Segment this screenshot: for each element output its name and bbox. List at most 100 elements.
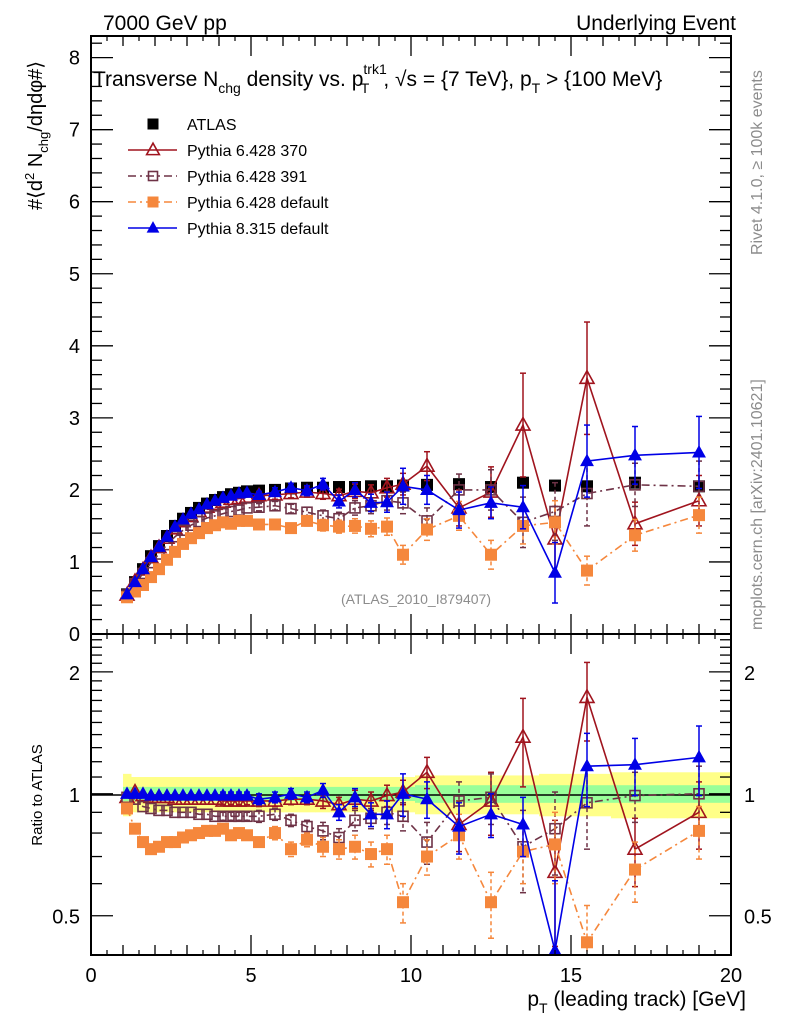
data-point: [420, 482, 434, 495]
data-point: [233, 810, 245, 823]
data-point: [332, 804, 346, 818]
data-point: [628, 757, 642, 770]
ratio-y-axis-label: Ratio to ATLAS: [29, 744, 46, 845]
data-point: [629, 529, 641, 542]
y-tick-label: 0: [69, 624, 80, 646]
data-point: [516, 817, 530, 830]
data-point: [301, 820, 313, 833]
ratio-y-tick-label: 1: [69, 785, 80, 807]
data-point: [177, 806, 189, 819]
data-point: [693, 509, 705, 522]
y-tick-label: 7: [69, 120, 80, 142]
data-point: [364, 495, 378, 508]
error-bar: [400, 882, 406, 924]
data-point: [349, 840, 361, 853]
error-bar: [520, 372, 526, 478]
data-point: [692, 444, 706, 458]
data-point: [120, 586, 134, 600]
main-y-tick-labels: 0 1 2 3 4 5 6 7 8: [69, 48, 80, 646]
error-bar: [228, 811, 234, 822]
data-point: [314, 484, 332, 500]
x-tick-label: 5: [245, 965, 256, 987]
data-point: [421, 850, 433, 863]
error-bar: [256, 809, 262, 824]
data-point: [169, 806, 181, 819]
data-point: [549, 516, 561, 529]
data-point: [580, 758, 594, 772]
data-point: [241, 502, 253, 514]
header-right: Underlying Event: [576, 12, 736, 35]
y-tick-label: 3: [69, 408, 80, 430]
series-pythia-8-315-default: [120, 415, 706, 604]
y-tick-label: 1: [69, 552, 80, 574]
data-point: [317, 840, 329, 853]
x-axis-label: pT (leading track) [GeV]: [527, 988, 746, 1016]
data-point: [240, 788, 254, 801]
data-point: [581, 564, 593, 577]
series-line: [126, 451, 700, 595]
data-point: [176, 512, 190, 525]
data-point: [629, 863, 641, 876]
legend-item: Pythia 6.428 default: [128, 195, 329, 212]
data-point: [269, 827, 281, 840]
data-point: [268, 484, 282, 498]
data-point: [241, 514, 253, 527]
data-point: [268, 789, 282, 803]
data-point: [253, 836, 265, 849]
series-pythia-6-428-default: [121, 496, 705, 604]
data-point: [333, 520, 345, 533]
x-tick-label: 10: [400, 965, 422, 987]
data-point: [225, 810, 237, 823]
legend-item: Pythia 8.315 default: [128, 221, 329, 238]
data-point: [285, 522, 297, 535]
data-point: [418, 763, 436, 779]
error-bar: [488, 871, 494, 939]
y-tick-label: 4: [69, 336, 80, 358]
x-tick-label: 20: [720, 965, 742, 987]
data-point: [192, 501, 206, 515]
legend-item: ATLAS: [147, 117, 237, 134]
data-point: [349, 814, 361, 827]
data-point: [300, 789, 314, 803]
data-point: [241, 810, 253, 823]
legend-marker: [145, 141, 161, 156]
data-point: [381, 843, 393, 856]
main-panel: 0 1 2 3 4 5 6 7 8 Transverse Nchg density vs. pt…: [22, 35, 732, 646]
y-tick-label: 5: [69, 264, 80, 286]
error-bar: [584, 321, 590, 436]
series-line: [126, 808, 700, 945]
legend-item: Pythia 6.428 370: [128, 141, 307, 160]
legend-label: ATLAS: [187, 117, 237, 134]
rivet-version-label: Rivet 4.1.0, ≥ 100k events: [749, 70, 766, 255]
data-point: [136, 786, 150, 799]
error-bar: [696, 496, 702, 534]
y-tick-label: 8: [69, 48, 80, 70]
data-point: [200, 496, 214, 510]
data-point: [185, 519, 197, 532]
data-point: [580, 453, 594, 467]
data-point: [152, 539, 166, 552]
data-point: [349, 502, 361, 514]
data-point: [269, 518, 281, 531]
data-point: [396, 786, 410, 799]
series-atlas: [121, 476, 705, 601]
series-pythia-6-428-default: [121, 802, 705, 956]
data-point: [516, 499, 530, 513]
error-bar: [220, 811, 226, 822]
data-point: [185, 806, 197, 819]
data-point: [285, 814, 297, 827]
data-point: [144, 549, 158, 562]
data-point: [365, 848, 377, 861]
error-bar: [352, 809, 358, 832]
data-point: [153, 563, 165, 576]
data-point: [485, 548, 497, 561]
legend-marker: [147, 196, 159, 208]
header-left: 7000 GeV pp: [103, 12, 227, 35]
ratio-y-tick-label-right: 0.5: [744, 907, 772, 929]
data-point: [452, 502, 466, 516]
data-point: [145, 802, 157, 815]
legend: ATLAS Pythia 6.428 370 Pythia 6.428 391 Pyt…: [128, 117, 329, 238]
data-point: [128, 574, 142, 588]
ratio-series-group: [118, 661, 708, 956]
